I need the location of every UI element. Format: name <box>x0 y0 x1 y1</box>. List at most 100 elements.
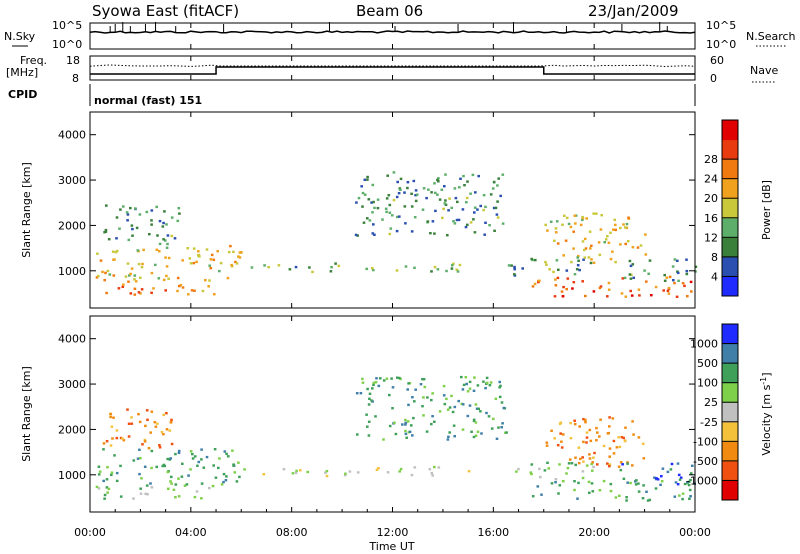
data-cell <box>367 403 371 406</box>
data-cell <box>385 377 389 380</box>
data-cell <box>668 275 672 279</box>
data-cell <box>576 256 579 259</box>
data-cell <box>371 267 374 270</box>
data-cell <box>238 256 242 259</box>
data-cell <box>555 220 559 223</box>
data-cell <box>362 221 366 224</box>
data-cell <box>498 386 501 389</box>
data-cell <box>608 463 612 466</box>
data-cell <box>618 445 622 449</box>
data-cell <box>130 422 134 425</box>
data-cell <box>569 225 573 229</box>
data-cell <box>139 492 143 495</box>
data-cell <box>566 277 570 280</box>
data-cell <box>414 194 417 197</box>
data-cell <box>180 475 184 478</box>
data-cell <box>365 267 368 271</box>
data-cell <box>127 422 131 425</box>
data-cell <box>447 209 450 212</box>
station-title: Syowa East (fitACF) <box>92 2 239 20</box>
data-cell <box>112 416 115 419</box>
data-cell <box>627 216 630 219</box>
data-cell <box>139 456 142 460</box>
data-cell <box>162 221 165 225</box>
data-cell <box>404 423 407 426</box>
data-cell <box>136 249 140 252</box>
data-cell <box>427 188 430 191</box>
data-cell <box>592 261 596 264</box>
data-cell <box>447 435 450 438</box>
colorbar-swatch <box>722 382 738 403</box>
data-cell <box>574 463 577 467</box>
data-cell <box>144 424 147 428</box>
data-cell <box>675 295 679 298</box>
data-cell <box>554 278 557 281</box>
data-cell <box>587 256 591 259</box>
data-cell <box>356 234 359 237</box>
time-axis-ticks: 00:00 04:00 08:00 12:00 16:00 20:00 00:00 <box>74 23 711 539</box>
data-cell <box>158 250 161 253</box>
data-cell <box>195 260 198 264</box>
data-cell <box>170 442 174 446</box>
data-cell <box>227 455 230 458</box>
data-cell <box>398 215 401 218</box>
data-cell <box>385 197 389 200</box>
data-cell <box>530 257 533 261</box>
data-cell <box>479 410 482 413</box>
data-cell <box>186 247 189 250</box>
data-cell <box>446 234 449 237</box>
data-cell <box>421 378 424 381</box>
data-cell <box>367 434 371 437</box>
data-cell <box>507 264 511 267</box>
data-cell <box>145 484 149 487</box>
data-cell <box>191 457 195 460</box>
data-cell <box>564 239 568 242</box>
data-cell <box>396 376 399 379</box>
data-cell <box>334 262 337 265</box>
data-cell <box>232 463 235 466</box>
colorbar-swatch <box>722 237 738 258</box>
data-cell <box>488 224 491 227</box>
data-cell <box>367 198 371 201</box>
data-cell <box>240 251 243 254</box>
data-cell <box>574 222 577 225</box>
data-cell <box>361 191 365 195</box>
data-cell <box>550 429 553 432</box>
data-cell <box>573 422 577 426</box>
data-cell <box>475 407 479 410</box>
colorbar-swatch <box>722 256 738 277</box>
data-cell <box>620 436 624 439</box>
y-tick-label: 3000 <box>58 174 86 187</box>
data-cell <box>365 413 368 416</box>
data-cell <box>436 268 440 271</box>
data-cell <box>214 476 218 479</box>
data-cell <box>393 421 396 424</box>
y-tick-label: 4000 <box>58 129 86 142</box>
data-cell <box>443 185 446 188</box>
data-cell <box>193 495 197 499</box>
data-cell <box>372 223 375 226</box>
data-cell <box>466 390 470 393</box>
data-cell <box>637 436 641 439</box>
data-cell <box>222 480 225 484</box>
data-cell <box>673 281 676 285</box>
data-cell <box>126 262 130 265</box>
data-cell <box>404 429 407 433</box>
data-cell <box>482 380 485 383</box>
data-cell <box>374 381 378 384</box>
data-cell <box>598 435 601 438</box>
data-cell <box>185 483 189 486</box>
data-cell <box>128 274 131 277</box>
data-cell <box>103 231 106 234</box>
data-cell <box>200 458 203 461</box>
data-cell <box>442 207 445 211</box>
data-cell <box>110 425 114 428</box>
data-cell <box>115 237 118 240</box>
data-cell <box>150 466 153 470</box>
data-cell <box>165 412 168 415</box>
data-cell <box>493 229 496 232</box>
data-cell <box>459 177 462 180</box>
nsearch-label: N.Search <box>746 30 796 43</box>
data-cell <box>452 424 456 427</box>
